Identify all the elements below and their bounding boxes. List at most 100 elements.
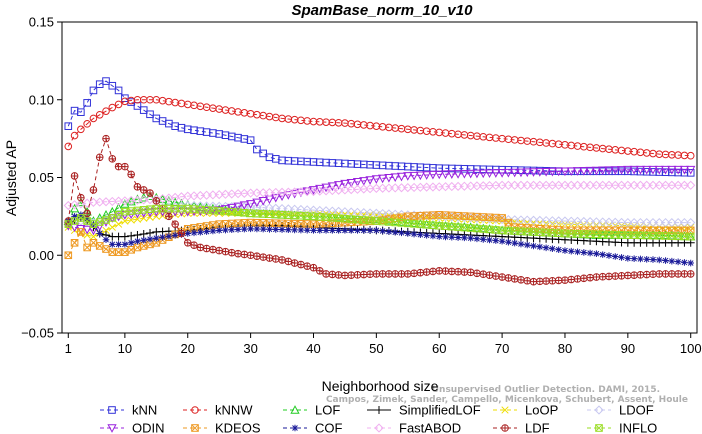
data-point-ldf [391,270,400,278]
data-point-knn [77,108,85,116]
data-point-lof [333,212,344,222]
data-point-simplifiedlof [139,229,148,238]
data-point-odin [359,177,369,186]
legend-item-odin: ODIN [100,421,165,434]
data-point-loop [140,214,148,222]
data-point-ldf [686,270,695,278]
series-fastabod [63,180,696,211]
data-point-ldof [321,206,331,216]
data-point-fastabod [378,183,388,193]
data-point-cof [153,234,160,242]
data-point-ldof [547,216,558,226]
y-tick-label: 0.15 [29,15,54,30]
data-point-odin [415,171,426,181]
data-point-lof [654,230,664,239]
data-point-knn [64,122,73,130]
data-point-fastabod [648,180,658,190]
data-point-fastabod [208,190,218,200]
data-point-ldf [573,275,582,283]
data-point-cof [536,243,544,251]
legend-marker-odin [107,424,117,433]
legend-marker-cof [291,424,299,432]
data-point-odin [535,168,545,177]
data-point-fastabod [522,180,532,190]
data-point-cof [674,258,682,266]
data-point-odin [610,166,620,175]
data-point-fastabod [598,180,608,190]
data-point-ldf [561,276,569,284]
data-point-cof [96,230,104,237]
data-point-ldf [454,267,462,276]
data-point-knnw [686,151,695,160]
data-point-inflo [510,227,519,235]
data-point-odin [491,169,501,178]
watermark-line-2: Campos, Zimek, Sander, Campello, Micenko… [326,395,688,405]
data-point-ldof [635,217,646,228]
data-point-odin [673,165,683,175]
data-point-odin [579,167,589,176]
data-point-lof [660,230,671,240]
data-point-odin [660,165,671,175]
data-point-ldf [460,268,469,276]
data-point-cof [266,225,273,233]
data-point-ldf [246,251,255,260]
data-point-cof [417,231,424,239]
data-point-fastabod [239,188,249,198]
data-point-odin [616,166,627,175]
data-point-inflo [366,216,374,225]
data-point-lof [346,213,356,223]
data-point-knnw [77,125,85,134]
data-point-ldf [504,274,513,282]
data-point-cof [373,227,380,234]
data-point-odin [258,197,268,206]
data-point-fastabod [572,180,583,190]
data-point-cof [184,230,192,237]
data-point-ldf [403,270,412,278]
data-point-fastabod [107,196,117,207]
y-tick-label: −0.05 [21,326,54,341]
data-point-odin [271,193,281,203]
data-point-fastabod [201,190,212,200]
watermark-line-1: Unsupervised Outlier Detection. DAMI, 20… [432,385,660,395]
data-point-cof [360,227,368,234]
data-point-odin [572,167,583,176]
data-point-cof [492,237,500,244]
data-point-lof [466,222,476,232]
data-point-fastabod [440,182,451,192]
legend-marker-knn [108,406,116,414]
data-point-inflo [297,211,305,220]
data-point-fastabod [126,195,136,206]
legend-label-knnw: kNNW [215,403,253,418]
data-point-fastabod [258,188,268,198]
data-point-ldf [133,183,142,191]
data-point-odin [484,169,495,179]
data-point-odin [560,167,570,177]
data-point-odin [447,170,457,179]
data-point-ldf [190,241,198,249]
data-point-fastabod [447,181,457,192]
legend-marker-kdeos [191,424,199,432]
data-point-ldf [89,186,98,194]
legend: kNN kNNW LOF SimplifiedLOF LoOP LDOF ODIN KDEOS… [100,403,657,434]
data-point-ldf [548,276,557,285]
data-point-cof [593,250,600,257]
data-point-loop [102,226,110,235]
data-point-cof [429,232,437,240]
data-point-loop [133,215,142,223]
data-point-ldof [648,217,658,228]
data-point-ldof [579,216,589,227]
data-point-ldf [70,172,79,180]
data-point-odin [528,168,539,177]
data-point-ldf [536,277,544,286]
data-point-ldf [297,260,305,269]
data-point-ldf [385,270,393,278]
data-point-ldof [623,217,633,228]
data-point-cof [347,227,355,234]
data-point-ldf [649,270,657,279]
data-point-cof [687,259,695,267]
data-point-fastabod [315,186,325,196]
data-point-ldf [108,155,117,163]
data-point-ldof [604,217,614,227]
data-point-cof [215,227,223,234]
data-point-ldf [410,269,418,278]
